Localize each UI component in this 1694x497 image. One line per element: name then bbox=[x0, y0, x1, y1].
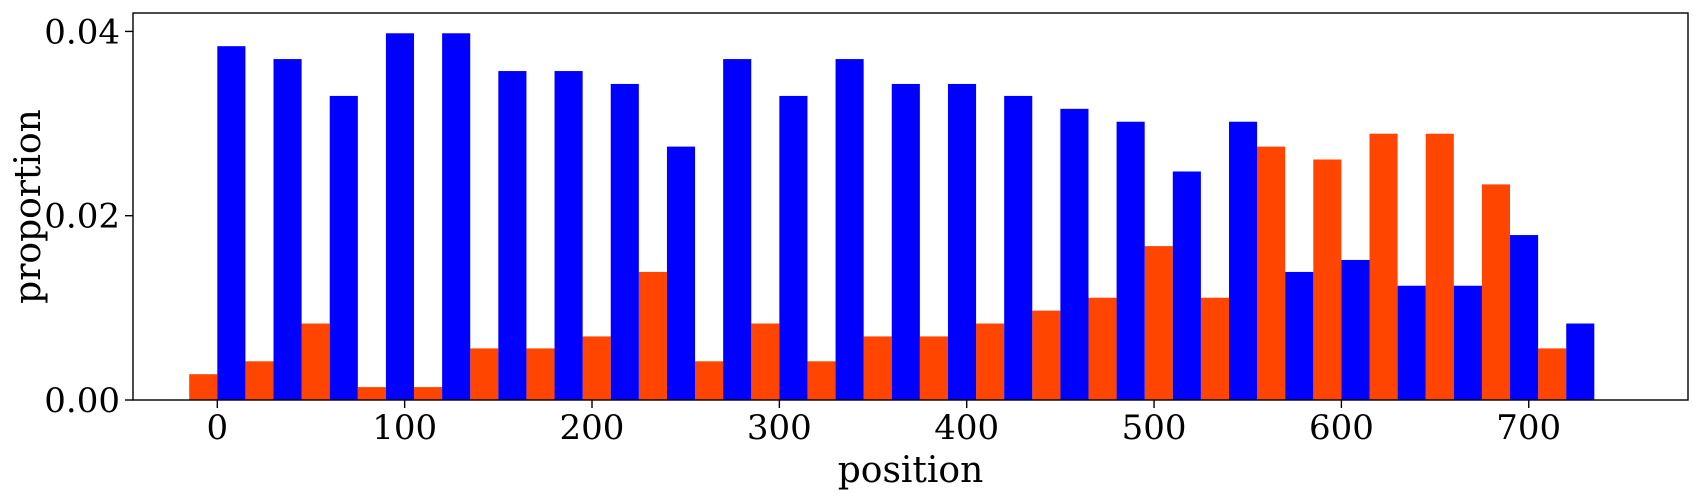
bar-series-2-bin-540 bbox=[1228, 121, 1258, 400]
bar-series-1-bin-720 bbox=[1538, 348, 1567, 400]
x-tick-label: 100 bbox=[372, 408, 437, 448]
bar-series-2-bin-450 bbox=[1060, 108, 1089, 400]
x-tick-label: 700 bbox=[1496, 408, 1561, 448]
bar-series-2-bin-330 bbox=[835, 59, 864, 400]
bar-series-2-bin-60 bbox=[329, 95, 358, 400]
bar-series-1-bin-390 bbox=[919, 336, 948, 400]
bar-series-2-bin-510 bbox=[1172, 171, 1201, 400]
bar-series-1-bin-270 bbox=[695, 361, 724, 400]
bar-series-2-bin-570 bbox=[1285, 271, 1314, 400]
bar-series-1-bin-600 bbox=[1313, 159, 1342, 400]
x-tick-label: 200 bbox=[560, 408, 625, 448]
bar-series-2-bin-210 bbox=[610, 83, 639, 400]
bar-series-1-bin-450 bbox=[1032, 310, 1061, 400]
bar-series-1-bin-510 bbox=[1144, 246, 1173, 400]
bar-series-1-bin-660 bbox=[1425, 133, 1454, 400]
bar-series-1-bin-630 bbox=[1369, 133, 1398, 400]
bar-series-1-bin-60 bbox=[301, 323, 330, 400]
bar-series-2-bin-720 bbox=[1566, 323, 1595, 400]
bar-series-2-bin-90 bbox=[385, 33, 415, 401]
bar-series-1-bin-240 bbox=[638, 271, 667, 400]
bar-series-1-bin-30 bbox=[245, 361, 274, 400]
bar-series-2-bin-630 bbox=[1397, 285, 1426, 400]
bar-series-2-bin-690 bbox=[1510, 235, 1539, 400]
bar-series-1-bin-120 bbox=[414, 387, 443, 400]
bar-series-2-bin-420 bbox=[1004, 95, 1033, 400]
bars-group bbox=[189, 33, 1595, 401]
bar-series-2-bin-300 bbox=[779, 95, 808, 400]
bar-series-2-bin-660 bbox=[1453, 285, 1482, 400]
bar-series-1-bin-480 bbox=[1088, 297, 1117, 400]
bar-series-2-bin-600 bbox=[1341, 259, 1370, 400]
bar-series-2-bin-390 bbox=[947, 83, 977, 400]
y-tick-label: 0.00 bbox=[44, 381, 120, 421]
bar-series-1-bin-180 bbox=[526, 348, 555, 400]
x-axis-label: position bbox=[838, 450, 984, 491]
x-tick-label: 400 bbox=[934, 408, 999, 448]
bar-series-1-bin-360 bbox=[863, 336, 892, 400]
bar-series-1-bin-330 bbox=[807, 361, 836, 400]
bar-series-1-bin-90 bbox=[357, 387, 386, 400]
x-tick-label: 0 bbox=[206, 408, 228, 448]
x-axis: 0 100 200 300 400 500 600 700 bbox=[206, 400, 1561, 448]
y-axis: 0.00 0.02 0.04 bbox=[44, 12, 133, 421]
bar-series-1-bin-690 bbox=[1481, 184, 1511, 400]
bar-series-1-bin-150 bbox=[470, 348, 499, 400]
bar-series-1-bin-300 bbox=[751, 323, 780, 400]
bar-series-1-bin-420 bbox=[976, 323, 1005, 400]
y-tick-label: 0.02 bbox=[44, 197, 120, 237]
bar-series-2-bin-480 bbox=[1116, 121, 1145, 400]
x-tick-label: 500 bbox=[1122, 408, 1187, 448]
bar-series-1-bin-0 bbox=[189, 374, 218, 400]
y-tick-label: 0.04 bbox=[44, 12, 120, 52]
bar-series-2-bin-270 bbox=[723, 59, 752, 400]
bar-series-1-bin-210 bbox=[582, 336, 611, 400]
x-tick-label: 600 bbox=[1309, 408, 1374, 448]
bar-series-2-bin-180 bbox=[554, 71, 583, 401]
bar-series-2-bin-240 bbox=[666, 146, 696, 400]
bar-series-2-bin-150 bbox=[498, 71, 527, 401]
x-tick-label: 300 bbox=[747, 408, 812, 448]
bar-series-2-bin-30 bbox=[273, 59, 302, 400]
y-axis-label: proportion bbox=[8, 109, 49, 304]
bar-series-2-bin-0 bbox=[217, 46, 246, 401]
bar-series-2-bin-120 bbox=[442, 33, 471, 401]
plot-frame bbox=[132, 12, 1689, 401]
bar-series-2-bin-360 bbox=[891, 83, 920, 400]
bar-series-1-bin-570 bbox=[1257, 146, 1286, 400]
bar-series-1-bin-540 bbox=[1200, 297, 1229, 400]
